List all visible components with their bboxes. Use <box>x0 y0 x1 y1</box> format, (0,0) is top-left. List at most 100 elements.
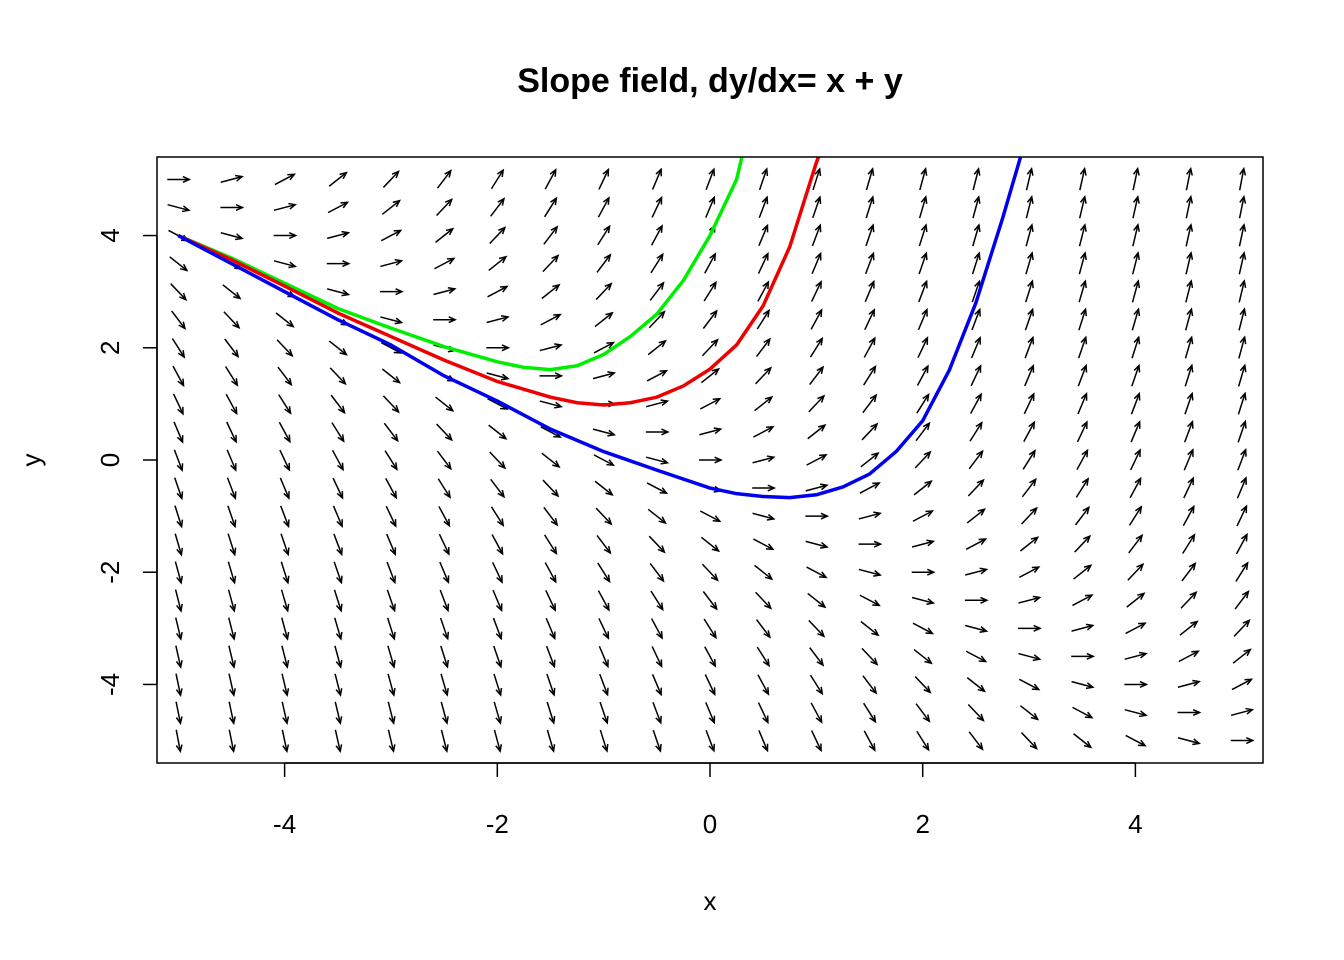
slope-arrow <box>652 701 662 725</box>
slope-arrow <box>1071 652 1096 660</box>
slope-arrow <box>966 508 986 524</box>
slope-arrow <box>1238 279 1247 303</box>
slope-arrow <box>597 590 610 612</box>
slope-arrow <box>918 251 928 275</box>
slope-arrow <box>1124 708 1148 718</box>
slope-arrow <box>175 617 183 641</box>
slope-arrow <box>755 619 771 639</box>
slope-arrow <box>386 533 397 556</box>
slope-arrow <box>380 316 404 325</box>
slope-arrow <box>544 168 557 190</box>
slope-arrow <box>1019 536 1040 552</box>
slope-arrow <box>704 646 717 668</box>
slope-arrow <box>228 645 237 669</box>
slope-arrow <box>175 645 183 669</box>
y-tick-label: 4 <box>95 228 125 242</box>
slope-arrow <box>1024 364 1035 387</box>
slope-arrow <box>862 393 878 414</box>
slope-arrow <box>330 394 346 415</box>
slope-arrow <box>332 477 344 500</box>
slope-arrow <box>593 341 616 354</box>
x-axis-label: x <box>704 886 717 916</box>
slope-arrow <box>280 533 290 557</box>
slope-arrow <box>1185 279 1194 303</box>
slope-arrow <box>916 393 930 414</box>
slope-arrow <box>598 645 609 669</box>
slope-arrow <box>702 309 718 329</box>
slope-arrow <box>918 195 928 219</box>
slope-arrow <box>1237 363 1247 387</box>
slope-arrow <box>281 645 290 669</box>
slope-arrow <box>811 251 822 275</box>
slope-arrow <box>281 729 290 754</box>
slope-arrow <box>1182 504 1195 527</box>
slope-arrow <box>331 422 345 443</box>
slope-arrow <box>433 286 457 296</box>
slope-arrow <box>1183 448 1194 471</box>
slope-arrow <box>704 674 716 697</box>
slope-arrow <box>971 251 981 275</box>
slope-arrow <box>1077 363 1088 387</box>
slope-arrow <box>326 288 351 297</box>
slope-arrow <box>1131 307 1141 331</box>
slope-arrow <box>1078 307 1088 331</box>
slope-arrow <box>1078 223 1087 247</box>
slope-arrow <box>810 308 823 330</box>
slope-arrow <box>539 400 563 409</box>
slope-arrow <box>326 230 351 240</box>
slope-arrow <box>435 396 455 412</box>
slope-arrow <box>704 252 717 274</box>
slope-arrow <box>220 174 244 183</box>
slope-arrow <box>227 561 237 585</box>
slope-arrow <box>1127 562 1145 581</box>
slope-arrow <box>387 729 396 754</box>
slope-arrow <box>386 561 397 585</box>
slope-arrow <box>174 561 183 585</box>
slope-arrow <box>758 730 769 753</box>
slope-arrow <box>1185 251 1194 275</box>
slope-arrow <box>752 484 777 492</box>
slope-arrow <box>810 280 822 302</box>
slope-arrow <box>433 316 457 324</box>
slope-arrow <box>1128 533 1144 554</box>
slope-arrow <box>1131 251 1141 275</box>
slope-arrow <box>227 533 237 557</box>
slope-arrow <box>280 561 290 585</box>
slope-arrow <box>918 223 928 247</box>
slope-arrow <box>756 646 771 668</box>
slope-arrow <box>915 421 931 442</box>
slope-arrow <box>226 421 237 444</box>
slope-arrow <box>757 674 770 696</box>
slope-arrow <box>965 650 988 663</box>
slope-arrow <box>807 592 827 609</box>
slope-arrow <box>380 258 404 268</box>
slope-arrow <box>169 256 189 272</box>
slope-arrow <box>648 310 666 329</box>
slope-arrow <box>493 729 503 753</box>
slope-arrow <box>754 395 774 412</box>
slope-arrow <box>546 729 556 753</box>
slope-arrow <box>273 232 298 240</box>
slope-arrow <box>224 338 240 359</box>
slope-arrow <box>543 196 558 218</box>
slope-arrow <box>1235 532 1248 555</box>
slope-arrow <box>167 203 191 213</box>
slope-arrow <box>968 731 984 751</box>
slope-arrow <box>491 534 504 556</box>
slope-arrow <box>599 729 609 753</box>
slope-arrow <box>810 702 823 724</box>
slope-arrow <box>281 701 290 726</box>
slope-arrow <box>1024 335 1035 359</box>
slope-arrow <box>172 365 185 388</box>
slope-arrow <box>967 478 985 497</box>
slope-arrow <box>220 203 245 212</box>
slope-arrow <box>703 280 717 302</box>
slope-arrow <box>1077 335 1088 359</box>
slope-arrow <box>969 392 982 414</box>
slope-arrow <box>487 285 509 298</box>
slope-arrow <box>1183 476 1195 499</box>
x-tick-label: -4 <box>273 809 296 839</box>
slope-arrow <box>756 308 771 330</box>
slope-arrow <box>539 372 564 380</box>
